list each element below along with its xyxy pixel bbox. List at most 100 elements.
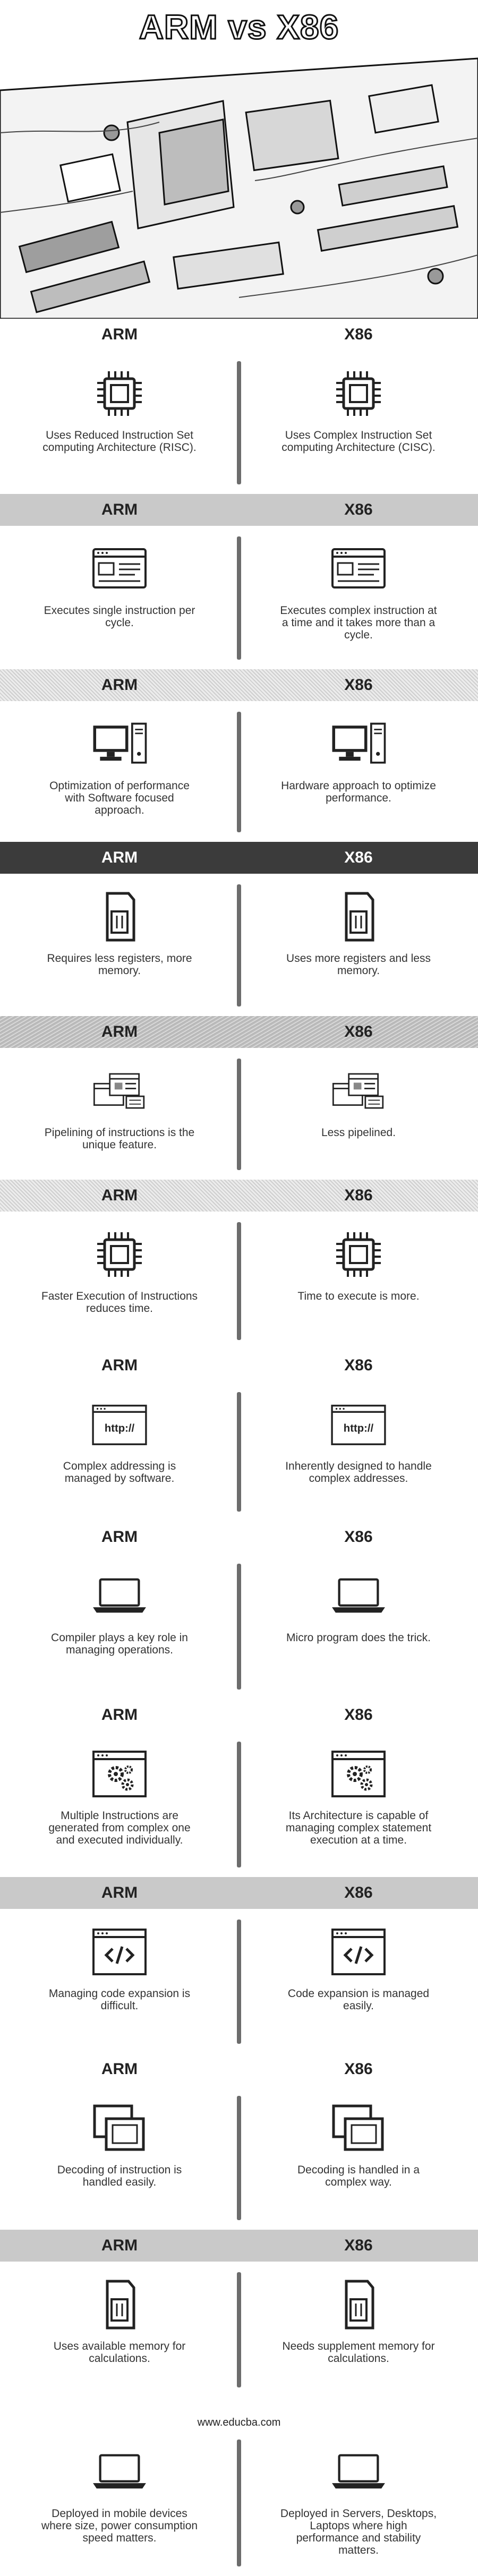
comparison-header-bar: ARM X86	[0, 1350, 478, 1381]
arm-cell: http:// Complex addressing is managed by…	[0, 1381, 239, 1521]
stacked-windows-icon	[90, 2099, 149, 2157]
footer-website: www.educba.com	[0, 2406, 478, 2439]
x86-cell: Uses more registers and less memory.	[239, 874, 478, 1016]
cpu-chip-icon	[90, 364, 149, 423]
laptop-icon	[90, 1567, 149, 1625]
x86-cell: Executes complex instruction at a time a…	[239, 526, 478, 669]
pipeline-windows-icon	[329, 1062, 388, 1120]
arm-cell: Pipelining of instructions is the unique…	[0, 1048, 239, 1180]
x86-description: Inherently designed to handle complex ad…	[285, 1460, 432, 1485]
comparison-header-bar: ARM X86	[0, 1699, 478, 1731]
column-divider	[237, 361, 241, 484]
arm-cell: Compiler plays a key role in managing op…	[0, 1553, 239, 1699]
arm-description: Decoding of instruction is handled easil…	[57, 2164, 182, 2188]
arm-cell: Managing code expansion is difficult.	[0, 1909, 239, 2053]
column-divider	[237, 1392, 241, 1512]
x86-description: Code expansion is managed easily.	[287, 1988, 430, 2012]
x86-cell: Decoding is handled in a complex way.	[239, 2085, 478, 2230]
x86-description: Hardware approach to optimize performanc…	[281, 780, 436, 804]
x86-cell: Micro program does the trick.	[239, 1553, 478, 1699]
arm-cell: Faster Execution of Instructions reduces…	[0, 1212, 239, 1350]
arm-description: Faster Execution of Instructions reduces…	[41, 1290, 198, 1315]
x86-description: Deployed in Servers, Desktops, Laptops w…	[280, 2507, 437, 2556]
header-x86: X86	[344, 2237, 373, 2254]
header-arm: ARM	[101, 501, 138, 518]
x86-cell: Deployed in Servers, Desktops, Laptops w…	[239, 2429, 478, 2576]
comparison-header-bar: ARM X86	[0, 1016, 478, 1048]
arm-cell: Decoding of instruction is handled easil…	[0, 2085, 239, 2230]
comparison-row: Compiler plays a key role in managing op…	[0, 1553, 478, 1699]
browser-window-icon	[90, 540, 149, 598]
header-x86: X86	[344, 501, 373, 518]
comparison-row: Decoding of instruction is handled easil…	[0, 2085, 478, 2230]
comparison-row: Uses available memory for calculations. …	[0, 2262, 478, 2397]
comparison-row: Executes single instruction per cycle. E…	[0, 526, 478, 669]
column-divider	[237, 2439, 241, 2566]
comparison-row: Optimization of performance with Softwar…	[0, 701, 478, 842]
header-arm: ARM	[101, 1706, 138, 1724]
x86-cell: Uses Complex Instruction Set computing A…	[239, 351, 478, 494]
arm-cell: Multiple Instructions are generated from…	[0, 1731, 239, 1877]
column-divider	[237, 1059, 241, 1170]
code-window-icon	[329, 1923, 388, 1981]
x86-cell: Less pipelined.	[239, 1048, 478, 1180]
x86-cell: Hardware approach to optimize performanc…	[239, 701, 478, 842]
header-x86: X86	[344, 676, 373, 694]
header-x86: X86	[344, 1023, 373, 1040]
comparison-row: Multiple Instructions are generated from…	[0, 1731, 478, 1877]
x86-cell: http:// Inherently designed to handle co…	[239, 1381, 478, 1521]
browser-window-icon	[329, 540, 388, 598]
header-arm: ARM	[101, 849, 138, 866]
arm-description: Uses Reduced Instruction Set computing A…	[42, 429, 197, 454]
arm-description: Uses available memory for calculations.	[53, 2340, 186, 2365]
arm-description: Compiler plays a key role in managing op…	[51, 1632, 188, 1656]
header-x86: X86	[344, 1357, 373, 1374]
arm-description: Multiple Instructions are generated from…	[48, 1810, 191, 1846]
svg-text:http://: http://	[344, 1423, 374, 1435]
header-x86: X86	[344, 2060, 373, 2078]
cpu-chip-icon	[329, 1225, 388, 1284]
x86-description: Micro program does the trick.	[286, 1632, 431, 1644]
header-arm: ARM	[101, 326, 138, 343]
comparison-row: Pipelining of instructions is the unique…	[0, 1048, 478, 1180]
x86-cell: Needs supplement memory for calculations…	[239, 2262, 478, 2397]
comparison-header-bar: ARM X86	[0, 669, 478, 701]
column-divider	[237, 536, 241, 660]
header-x86: X86	[344, 326, 373, 343]
header-x86: X86	[344, 849, 373, 866]
arm-cell: Executes single instruction per cycle.	[0, 526, 239, 669]
header-x86: X86	[344, 1706, 373, 1724]
x86-description: Time to execute is more.	[297, 1290, 420, 1302]
hero-banner: ARM vs X86	[0, 0, 478, 319]
header-arm: ARM	[101, 1187, 138, 1204]
arm-cell: Optimization of performance with Softwar…	[0, 701, 239, 842]
header-x86: X86	[344, 1884, 373, 1901]
arm-description: Executes single instruction per cycle.	[44, 604, 195, 629]
comparison-header-bar: ARM X86	[0, 1180, 478, 1212]
arm-cell: Requires less registers, more memory.	[0, 874, 239, 1016]
header-arm: ARM	[101, 2237, 138, 2254]
x86-description: Needs supplement memory for calculations…	[282, 2340, 435, 2365]
x86-cell: Its Architecture is capable of managing …	[239, 1731, 478, 1877]
header-arm: ARM	[101, 676, 138, 694]
comparison-header-bar: ARM X86	[0, 494, 478, 526]
comparison-header-bar: ARM X86	[0, 842, 478, 874]
stacked-windows-icon	[329, 2099, 388, 2157]
code-window-icon	[90, 1923, 149, 1981]
desktop-computer-icon	[90, 715, 149, 773]
svg-text:http://: http://	[105, 1423, 135, 1435]
column-divider	[237, 1742, 241, 1867]
memory-card-icon	[329, 888, 388, 946]
header-arm: ARM	[101, 1884, 138, 1901]
settings-window-icon	[329, 1745, 388, 1803]
comparison-row: Managing code expansion is difficult. Co…	[0, 1909, 478, 2053]
comparison-row: Uses Reduced Instruction Set computing A…	[0, 351, 478, 494]
header-arm: ARM	[101, 2060, 138, 2078]
x86-description: Uses more registers and less memory.	[286, 952, 431, 977]
arm-cell: Uses Reduced Instruction Set computing A…	[0, 351, 239, 494]
memory-card-icon	[90, 2275, 149, 2334]
x86-description: Less pipelined.	[321, 1127, 396, 1139]
arm-description: Requires less registers, more memory.	[47, 952, 192, 977]
arm-description: Complex addressing is managed by softwar…	[63, 1460, 176, 1485]
